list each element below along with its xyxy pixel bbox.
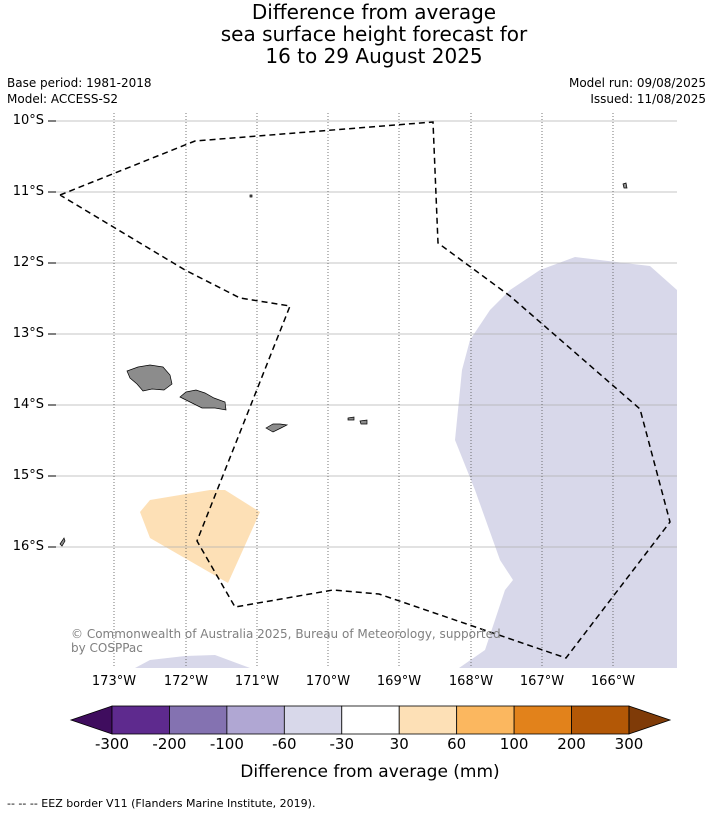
colorbar [69, 705, 672, 735]
colorbar-tick--100: -100 [209, 735, 244, 753]
colorbar-tick-30: 30 [389, 735, 409, 753]
colorbar-cell--200-to--100 [169, 705, 228, 735]
forecast-map [48, 113, 677, 668]
title-line-2: sea surface height forecast for [220, 22, 528, 46]
colorbar-tick-300: 300 [614, 735, 644, 753]
lon-label-168w: 168°W [448, 674, 494, 689]
colorbar-cell-100-to-200 [513, 705, 572, 735]
colorbar-extend-low [69, 705, 113, 735]
colorbar-tick-100: 100 [499, 735, 529, 753]
longitude-gridlines [113, 113, 614, 668]
savaii-island [126, 364, 173, 392]
manua-island-2 [359, 419, 368, 425]
lat-label-13s: 13°S [12, 326, 44, 341]
eez-footnote: -- -- -- EEZ border V11 (Flanders Marine… [7, 797, 316, 810]
lat-label-12s: 12°S [12, 255, 44, 270]
lat-label-16s: 16°S [12, 539, 44, 554]
islet-3 [59, 537, 66, 547]
islet-2 [622, 182, 628, 189]
copyright-notice: © Commonwealth of Australia 2025, Bureau… [71, 627, 501, 655]
eez-borders [59, 121, 671, 659]
colorbar-cell-30-to-60 [398, 705, 458, 735]
title-line-1: Difference from average [251, 0, 497, 24]
lon-label-166w: 166°W [590, 674, 636, 689]
model-run: Model run: 09/08/2025 [568, 76, 706, 90]
islet-1 [249, 194, 253, 198]
lon-label-170w: 170°W [305, 674, 351, 689]
chart-title: Difference from average sea surface heig… [0, 0, 713, 67]
negative-anomaly-region-south [135, 655, 250, 668]
colorbar-cell--60-to--30 [283, 705, 343, 735]
lon-label-167w: 167°W [519, 674, 565, 689]
title-line-3: 16 to 29 August 2025 [265, 44, 483, 68]
colorbar-tick-200: 200 [557, 735, 586, 753]
lon-label-173w: 173°W [91, 674, 137, 689]
latitude-gridlines [50, 120, 677, 548]
colorbar-tick--300: -300 [94, 735, 130, 753]
colorbar-cell--30-to-30 [341, 705, 400, 735]
base-period: Base period: 1981-2018 [7, 76, 152, 90]
model-name: Model: ACCESS-S2 [7, 92, 119, 106]
colorbar-tick--200: -200 [152, 735, 187, 753]
eez-border-samoa [59, 121, 671, 659]
colorbar-label: Difference from average (mm) [240, 762, 500, 782]
tutuila-island [265, 423, 289, 433]
meta-right: Model run: 09/08/2025 Issued: 11/08/2025 [569, 75, 706, 107]
lat-label-15s: 15°S [12, 468, 44, 483]
upolu-island [179, 389, 227, 411]
lon-label-172w: 172°W [163, 674, 209, 689]
manua-island-1 [347, 416, 355, 421]
colorbar-cell-200-to-300 [571, 705, 630, 735]
colorbar-cell--300-to--200 [111, 705, 170, 735]
negative-anomaly-region [455, 257, 677, 668]
colorbar-cell-60-to-100 [456, 705, 515, 735]
latitude-tick-marks [48, 120, 56, 548]
colorbar-cell--100-to--60 [226, 705, 285, 735]
lat-label-11s: 11°S [12, 184, 44, 199]
lat-label-10s: 10°S [12, 113, 44, 128]
land-areas [59, 182, 628, 547]
lon-label-171w: 171°W [234, 674, 280, 689]
lat-label-14s: 14°S [12, 397, 44, 412]
issued-date: Issued: 11/08/2025 [590, 92, 706, 106]
meta-left: Base period: 1981-2018 Model: ACCESS-S2 [7, 75, 152, 107]
colorbar-tick-60: 60 [447, 735, 467, 753]
colorbar-extend-high [628, 705, 672, 735]
lon-label-169w: 169°W [376, 674, 422, 689]
colorbar-tick--60: -60 [272, 735, 297, 753]
colorbar-tick--30: -30 [329, 735, 355, 753]
positive-anomaly-region [140, 490, 260, 583]
